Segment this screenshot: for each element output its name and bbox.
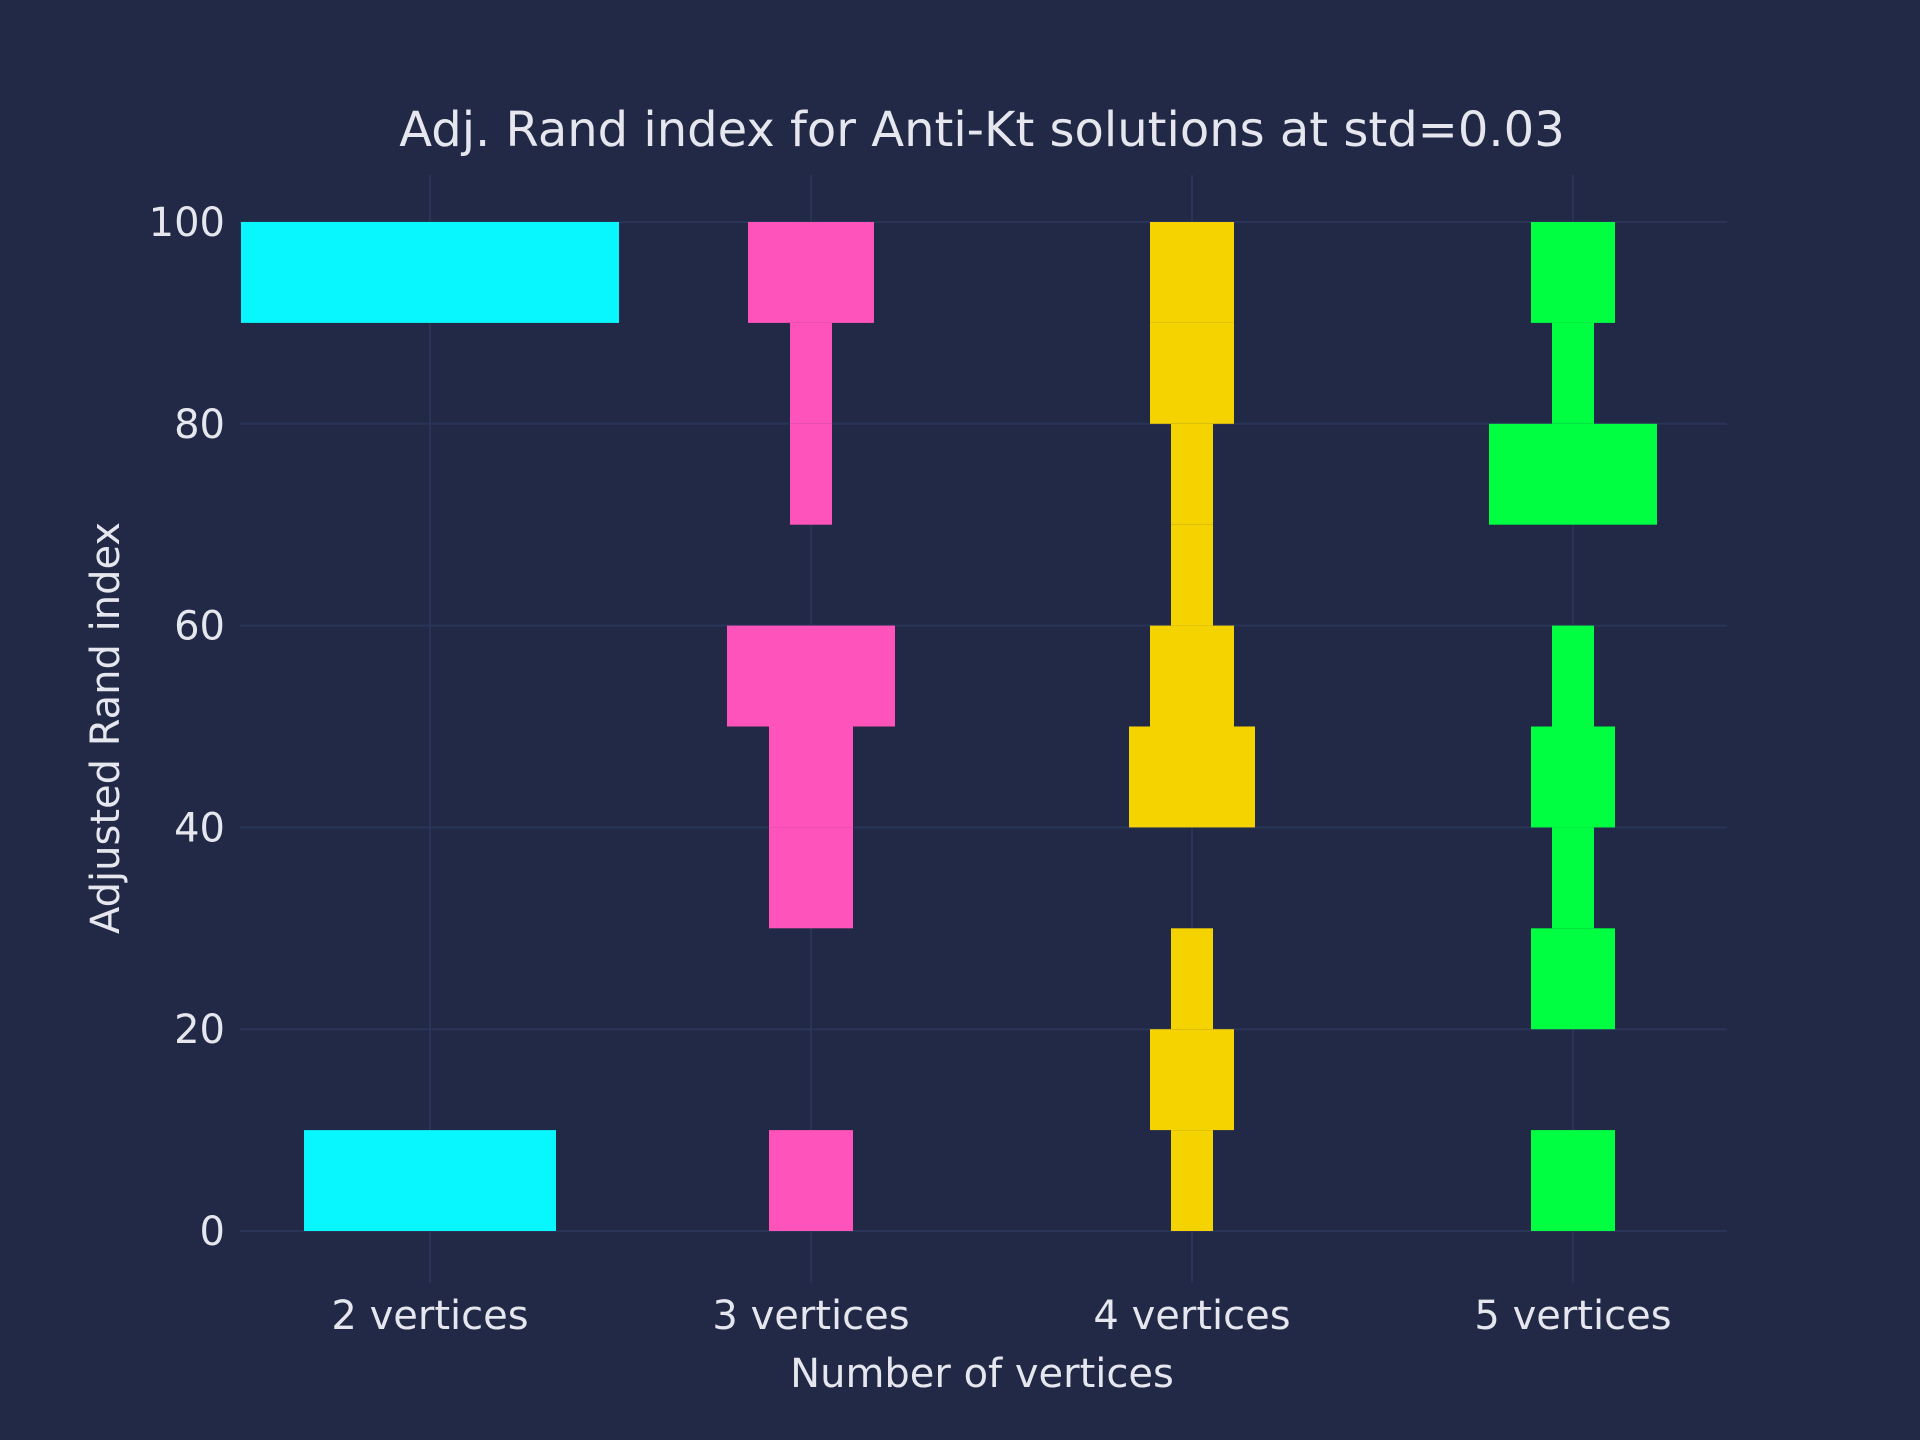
histogram-bin: [1171, 1130, 1213, 1231]
histogram-bin: [1150, 625, 1234, 727]
y-tick-label: 100: [149, 200, 225, 246]
histogram-bin: [769, 827, 853, 929]
x-axis-label: Number of vertices: [790, 1351, 1174, 1397]
histogram-bars: [241, 222, 1657, 1231]
histogram-bin: [748, 222, 874, 323]
x-tick-label: 3 vertices: [712, 1293, 909, 1339]
y-tick-label: 20: [174, 1007, 225, 1053]
histogram-bin: [1171, 524, 1213, 626]
histogram-bin: [241, 222, 619, 323]
histogram-bin: [790, 322, 832, 424]
histogram-bin: [769, 1130, 853, 1231]
histogram-bin: [1150, 322, 1234, 424]
histogram-bin: [790, 423, 832, 525]
histogram-bin: [1150, 222, 1234, 323]
histogram-bin: [1171, 928, 1213, 1030]
y-tick-label: 80: [174, 402, 225, 448]
histogram-bin: [1150, 1029, 1234, 1131]
histogram-bin: [769, 726, 853, 828]
histogram-bin: [1531, 726, 1615, 828]
histogram-bin: [1552, 827, 1594, 929]
histogram-bin: [1552, 322, 1594, 424]
y-tick-labels: 0 20 40 60 80 100: [149, 200, 225, 1255]
histogram-bin: [1171, 423, 1213, 525]
y-tick-label: 60: [174, 604, 225, 650]
histogram-bin: [304, 1130, 556, 1231]
x-tick-label: 4 vertices: [1093, 1293, 1290, 1339]
histogram-bin: [727, 625, 895, 727]
y-tick-label: 0: [200, 1209, 225, 1255]
histogram-bin: [1552, 625, 1594, 727]
histogram-bin: [1531, 1130, 1615, 1231]
histogram-bin: [1489, 423, 1657, 525]
x-tick-labels: 2 vertices 3 vertices 4 vertices 5 vertices: [331, 1293, 1671, 1339]
chart-title: Adj. Rand index for Anti-Kt solutions at…: [399, 102, 1565, 158]
histogram-bin: [1129, 726, 1255, 828]
y-axis-label: Adjusted Rand index: [83, 522, 129, 934]
x-tick-label: 5 vertices: [1474, 1293, 1671, 1339]
y-tick-label: 40: [174, 805, 225, 851]
histogram-bin: [1531, 222, 1615, 323]
histogram-bin: [1531, 928, 1615, 1030]
x-tick-label: 2 vertices: [331, 1293, 528, 1339]
